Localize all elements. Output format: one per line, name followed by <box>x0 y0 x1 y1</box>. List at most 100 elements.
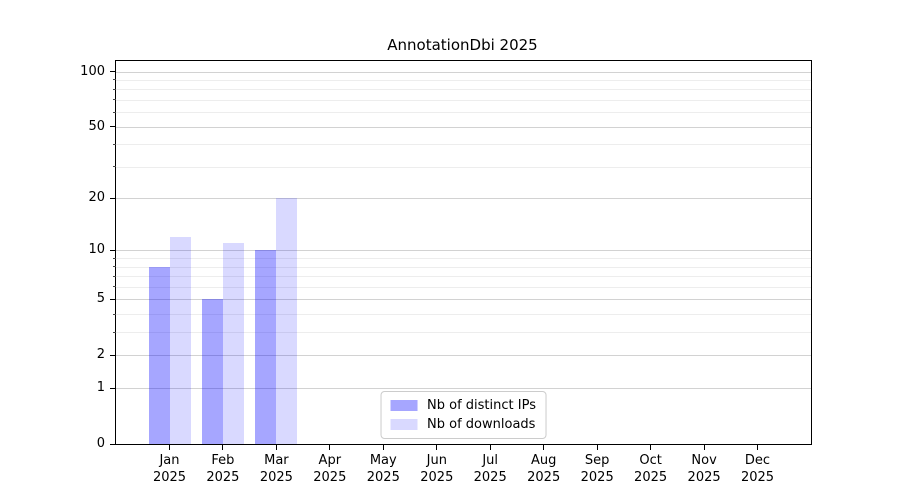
x-tick-label-nov: Nov 2025 <box>673 452 735 486</box>
x-tick-year: 2025 <box>152 470 187 485</box>
x-tick-month: May <box>369 453 397 468</box>
legend-swatch-distinct-ips <box>390 400 418 411</box>
y-gridline-minor <box>116 112 811 114</box>
x-tick-label-dec: Dec 2025 <box>727 452 789 486</box>
x-tick-year: 2025 <box>366 470 400 485</box>
y-gridline-major <box>116 388 811 390</box>
y-tick-mark <box>110 387 116 389</box>
x-tick-month: Dec <box>744 453 771 468</box>
x-tick-mark <box>757 445 758 450</box>
legend-label-downloads: Nb of downloads <box>427 417 536 432</box>
x-tick-mark <box>382 445 384 450</box>
y-tick-mark <box>110 443 116 445</box>
y-minor-tick-mark <box>113 143 116 145</box>
y-gridline-minor <box>116 314 811 316</box>
y-tick-label: 0 <box>96 436 105 451</box>
y-tick-label: 100 <box>80 63 105 79</box>
x-tick-year: 2025 <box>580 470 614 485</box>
x-tick-year: 2025 <box>740 470 775 485</box>
y-gridline-minor <box>116 99 811 101</box>
x-tick-month: Nov <box>691 453 717 468</box>
y-gridline-major <box>116 250 811 252</box>
x-tick-label-aug: Aug 2025 <box>513 452 575 486</box>
y-gridline-major <box>116 355 811 357</box>
legend-swatch-downloads <box>390 419 418 430</box>
y-gridline-minor <box>116 89 811 91</box>
x-tick-month: Jul <box>482 453 499 468</box>
y-minor-tick-mark <box>113 88 116 90</box>
y-tick-mark <box>110 71 116 72</box>
x-tick-year: 2025 <box>634 470 668 485</box>
x-tick-year: 2025 <box>313 470 347 485</box>
y-minor-tick-mark <box>113 275 116 277</box>
y-tick-label: 50 <box>88 118 105 134</box>
x-tick-year: 2025 <box>259 470 293 485</box>
x-tick-label-feb: Feb 2025 <box>192 452 254 486</box>
legend-entry-downloads: Nb of downloads <box>390 417 536 432</box>
y-tick-label: 5 <box>96 291 105 307</box>
y-tick-mark <box>110 249 116 251</box>
y-tick-mark <box>110 298 116 300</box>
y-minor-tick-mark <box>113 266 116 268</box>
x-tick-year: 2025 <box>206 470 240 485</box>
bar-downloads-feb <box>222 243 244 444</box>
x-tick-mark <box>596 445 598 450</box>
y-minor-tick-mark <box>113 331 116 333</box>
y-gridline-minor <box>116 266 811 268</box>
bar-distinct-ips-jan <box>148 266 170 444</box>
x-tick-year: 2025 <box>687 470 721 485</box>
x-tick-label-apr: Apr 2025 <box>299 452 361 486</box>
bar-downloads-jan <box>169 237 191 444</box>
x-tick-mark <box>650 445 652 450</box>
x-tick-month: Feb <box>211 453 235 468</box>
y-tick-label: 10 <box>88 242 105 258</box>
legend-label-distinct-ips: Nb of distinct IPs <box>427 398 536 413</box>
y-minor-tick-mark <box>113 313 116 315</box>
x-tick-month: Aug <box>530 453 557 468</box>
y-tick-label: 1 <box>96 380 105 396</box>
x-tick-year: 2025 <box>527 470 561 485</box>
y-tick-label: 20 <box>88 190 105 206</box>
x-tick-mark <box>169 445 170 450</box>
x-tick-label-mar: Mar 2025 <box>245 452 307 486</box>
x-tick-mark <box>329 445 331 450</box>
x-tick-label-jul: Jul 2025 <box>459 452 521 486</box>
y-gridline-minor <box>116 166 811 168</box>
y-gridline-major <box>116 126 811 128</box>
y-gridline-minor <box>116 258 811 260</box>
x-tick-mark <box>489 445 491 450</box>
plot-area: Nb of distinct IPs Nb of downloads 0 1 2 5 1… <box>80 60 812 485</box>
x-tick-month: Sep <box>584 453 610 468</box>
chart-title: AnnotationDbi 2025 <box>387 36 538 54</box>
x-tick-mark <box>543 445 545 450</box>
y-gridline-major <box>116 198 811 200</box>
y-tick-mark <box>110 197 116 199</box>
x-tick-month: Jan <box>159 453 180 468</box>
x-tick-month: Jun <box>426 453 447 468</box>
x-tick-mark <box>703 445 705 450</box>
bar-downloads-mar <box>276 198 298 444</box>
x-tick-label-jun: Jun 2025 <box>406 452 468 486</box>
x-tick-label-may: May 2025 <box>352 452 414 486</box>
y-tick-label: 2 <box>96 347 105 363</box>
y-gridline-minor <box>116 144 811 146</box>
y-gridline-major <box>116 299 811 301</box>
y-gridline-minor <box>116 286 811 288</box>
x-tick-month: Apr <box>318 453 342 468</box>
x-tick-mark <box>222 445 224 450</box>
legend: Nb of distinct IPs Nb of downloads <box>380 391 547 439</box>
y-gridline-major <box>116 71 811 73</box>
y-minor-tick-mark <box>113 111 116 113</box>
bar-distinct-ips-mar <box>255 250 277 444</box>
y-minor-tick-mark <box>113 99 116 101</box>
x-tick-mark <box>275 445 277 450</box>
x-tick-month: Oct <box>639 453 662 468</box>
y-minor-tick-mark <box>113 79 116 81</box>
y-gridline-minor <box>116 332 811 334</box>
y-gridline-minor <box>116 79 811 81</box>
y-minor-tick-mark <box>113 166 116 168</box>
x-tick-month: Mar <box>264 453 289 468</box>
x-tick-label-sep: Sep 2025 <box>566 452 628 486</box>
y-gridline-minor <box>116 276 811 278</box>
